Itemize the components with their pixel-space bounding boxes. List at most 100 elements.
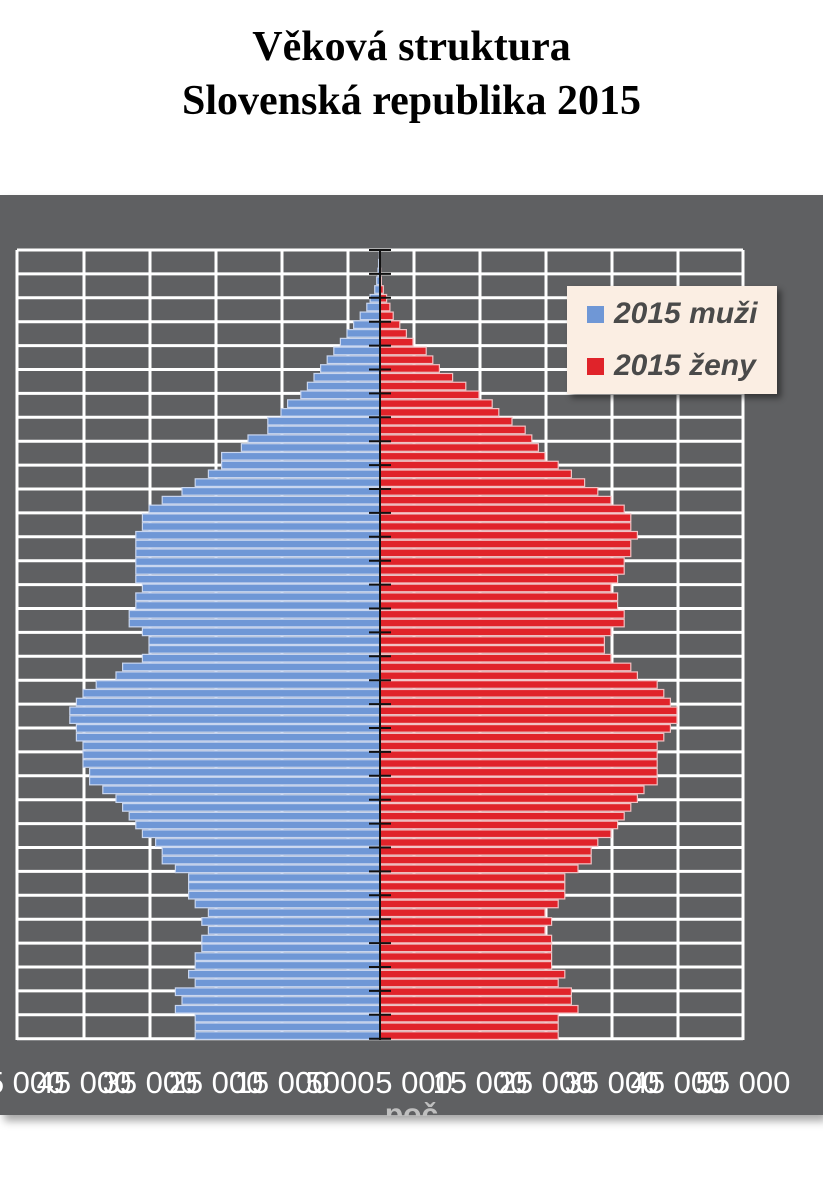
bar-female — [379, 548, 632, 558]
bar-female — [379, 311, 394, 321]
bar-male — [82, 750, 381, 760]
bar-female — [379, 996, 572, 1005]
bar-male — [267, 416, 381, 426]
x-axis-label: poč — [384, 1098, 439, 1116]
bar-male — [121, 662, 381, 672]
bar-female — [379, 925, 546, 935]
bar-male — [141, 653, 381, 663]
x-tick-label: 55 000 — [695, 1065, 791, 1100]
bar-female — [379, 539, 632, 549]
x-tick-label: 35 000 — [102, 1065, 198, 1100]
bar-female — [379, 881, 566, 891]
bar-female — [379, 1031, 559, 1041]
bar-male — [148, 504, 381, 514]
bar-female — [379, 574, 619, 584]
bar-female — [379, 565, 625, 575]
bar-female — [379, 820, 619, 830]
bar-male — [141, 513, 381, 523]
bar-female — [379, 530, 638, 540]
bar-female — [379, 644, 605, 654]
bar-female — [379, 425, 526, 435]
bar-female — [379, 688, 665, 698]
bar-male — [287, 399, 381, 409]
bar-male — [306, 381, 381, 391]
bar-male — [135, 530, 381, 540]
bar-female — [379, 917, 553, 926]
bar-male — [148, 636, 381, 645]
bar-female — [379, 504, 625, 514]
bar-male — [207, 469, 381, 479]
chart-title-line1: Věková struktura — [252, 24, 571, 70]
bar-female — [379, 469, 572, 479]
bar-male — [267, 425, 381, 435]
bar-male — [181, 996, 381, 1005]
bar-female — [379, 829, 612, 839]
bar-male — [82, 688, 381, 698]
bar-male — [247, 434, 381, 444]
bar-male — [161, 846, 381, 856]
bar-male — [194, 952, 381, 961]
bar-female — [379, 302, 391, 312]
bar-male — [300, 390, 381, 400]
bar-female — [379, 723, 671, 733]
bar-female — [379, 495, 612, 505]
bar-male — [69, 715, 381, 724]
bar-male — [188, 890, 381, 900]
bar-male — [194, 1013, 381, 1023]
bar-female — [379, 618, 625, 628]
legend-label-female: 2015 ženy — [614, 349, 756, 382]
bar-female — [379, 636, 605, 645]
bar-male — [174, 864, 381, 874]
bar-female — [379, 987, 572, 997]
bar-male — [75, 697, 381, 707]
bar-female — [379, 855, 592, 865]
bar-male — [69, 706, 381, 716]
bar-female — [379, 741, 658, 751]
bar-female — [379, 943, 553, 953]
bar-male — [194, 1022, 381, 1032]
bar-male — [121, 802, 381, 812]
bar-male — [207, 925, 381, 935]
bar-male — [194, 1031, 381, 1041]
x-tick-label: 55 000 — [0, 1065, 65, 1100]
bar-male — [174, 987, 381, 997]
bar-female — [379, 802, 632, 812]
bar-female — [379, 478, 586, 488]
legend-swatch-male — [587, 305, 604, 323]
bar-female — [379, 978, 559, 988]
bar-male — [75, 723, 381, 733]
bar-male — [221, 460, 381, 470]
bar-female — [379, 487, 599, 496]
bar-female — [379, 416, 513, 426]
bar-male — [346, 329, 381, 338]
bar-female — [379, 767, 658, 777]
x-tick-label: 45 000 — [36, 1065, 132, 1100]
bar-male — [95, 680, 381, 689]
bar-male — [128, 618, 381, 628]
bar-female — [379, 811, 625, 821]
bar-female — [379, 715, 678, 724]
x-tick-label: 15 000 — [432, 1065, 528, 1100]
x-tick-label: 25 000 — [498, 1065, 594, 1100]
bar-male — [135, 548, 381, 558]
x-tick-label: 35 000 — [564, 1065, 660, 1100]
bar-male — [135, 557, 381, 566]
bar-female — [379, 390, 480, 400]
bar-female — [379, 460, 559, 470]
bar-male — [135, 601, 381, 610]
x-tick-label: 25 000 — [168, 1065, 264, 1100]
bar-male — [75, 732, 381, 742]
bar-male — [148, 644, 381, 654]
bar-male — [135, 539, 381, 549]
bar-female — [379, 399, 493, 409]
bar-male — [333, 346, 381, 356]
bar-female — [379, 451, 546, 461]
bar-female — [379, 838, 599, 847]
bar-female — [379, 697, 671, 707]
bar-female — [379, 346, 427, 356]
bar-male — [221, 451, 381, 461]
bar-male — [135, 592, 381, 602]
bar-female — [379, 785, 645, 795]
bar-female — [379, 662, 632, 672]
bar-male — [115, 794, 381, 803]
